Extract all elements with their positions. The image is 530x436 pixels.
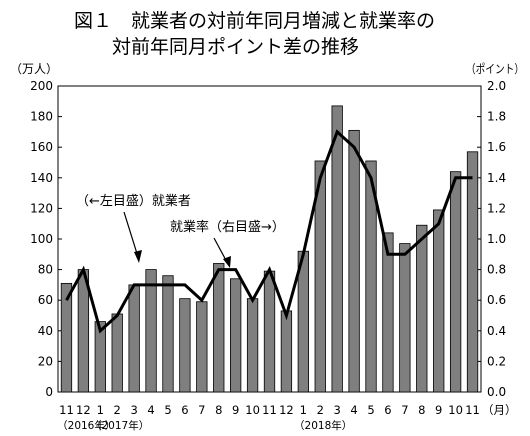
annotation-employed-arrowhead <box>134 250 142 263</box>
bar <box>179 298 191 393</box>
left-tick-label: 100 <box>30 232 53 246</box>
right-axis-unit: （ポイント） <box>466 62 524 76</box>
x-tick-label: 11 <box>262 403 277 417</box>
x-tick-label: 10 <box>245 403 260 417</box>
year-label: （2018年） <box>294 419 352 432</box>
x-tick-label: 6 <box>384 403 391 417</box>
x-tick-label: 5 <box>367 403 374 417</box>
bar-series <box>60 105 479 393</box>
chart-title-line2: 対前年同月ポイント差の推移 <box>112 36 359 58</box>
bar <box>348 129 360 393</box>
annotation-rate: 就業率（右目盛→） <box>170 219 285 235</box>
bar <box>416 224 428 393</box>
bar <box>466 151 479 393</box>
annotation-employed: （←左目盛）就業者 <box>76 193 191 209</box>
bar <box>382 232 394 393</box>
x-tick-label: 1 <box>300 403 307 417</box>
right-tick-label: 2.0 <box>487 79 506 93</box>
right-tick-label: 1.6 <box>487 140 506 154</box>
left-tick-label: 0 <box>45 385 53 399</box>
x-tick-label: 12 <box>76 403 91 417</box>
bar <box>433 209 445 393</box>
left-tick-label: 20 <box>38 354 53 368</box>
bar <box>60 282 73 393</box>
right-tick-label: 1.2 <box>487 201 506 215</box>
right-axis: 0.0 0.2 0.4 0.6 0.8 1.0 1.2 1.4 1.6 1.8 2.0 <box>477 79 506 399</box>
x-tick-label: 4 <box>147 403 154 417</box>
bar <box>94 321 106 393</box>
right-tick-label: 0.8 <box>487 263 506 277</box>
left-tick-label: 200 <box>30 79 53 93</box>
x-tick-label: 7 <box>401 403 408 417</box>
right-tick-label: 1.8 <box>487 110 506 124</box>
left-tick-label: 160 <box>30 140 53 154</box>
bar <box>399 243 411 393</box>
x-tick-label: 2 <box>317 403 324 417</box>
left-axis-unit: （万人） <box>10 62 58 76</box>
bar <box>111 313 123 393</box>
x-tick-label: 11 <box>59 403 74 417</box>
x-axis: 11 12 1 2 3 4 5 6 7 8 9 10 11 12 1 2 3 4 5 6 7 8 9 10 11（2016年）（… <box>57 403 480 432</box>
x-tick-label: 11 <box>465 403 480 417</box>
bar <box>263 270 276 393</box>
x-tick-label: 12 <box>279 403 294 417</box>
x-tick-label: 3 <box>334 403 341 417</box>
bar <box>449 171 462 393</box>
x-tick-label: 2 <box>114 403 121 417</box>
bar <box>365 160 377 393</box>
year-label: （2016年） <box>57 419 115 432</box>
left-tick-label: 120 <box>30 201 53 215</box>
x-tick-label: 1 <box>97 403 104 417</box>
bar <box>314 160 326 393</box>
right-tick-label: 1.4 <box>487 171 506 185</box>
left-tick-label: 40 <box>38 324 53 338</box>
left-tick-label: 60 <box>38 293 53 307</box>
bar <box>280 310 293 393</box>
bar <box>246 298 259 393</box>
x-tick-label: 6 <box>181 403 188 417</box>
bar <box>213 263 225 393</box>
x-tick-label: 10 <box>448 403 463 417</box>
right-tick-label: 0.4 <box>487 324 506 338</box>
right-tick-label: 1.0 <box>487 232 506 246</box>
x-tick-label: 5 <box>164 403 171 417</box>
bar <box>230 278 242 393</box>
line-series <box>65 129 473 334</box>
bar <box>331 105 343 393</box>
right-tick-label: 0.0 <box>487 385 506 399</box>
x-tick-label: 3 <box>130 403 137 417</box>
year-label: （2017年） <box>91 419 149 432</box>
left-axis: 0 20 40 60 80 100 120 140 160 180 200 <box>30 79 62 399</box>
x-tick-label: 8 <box>215 403 222 417</box>
left-tick-label: 80 <box>38 263 53 277</box>
x-tick-label: 9 <box>232 403 239 417</box>
x-tick-label: 9 <box>435 403 442 417</box>
right-tick-label: 0.6 <box>487 293 506 307</box>
right-tick-label: 0.2 <box>487 354 506 368</box>
x-axis-unit: （月） <box>482 403 517 417</box>
annotation-rate-arrowhead <box>223 256 231 268</box>
bar <box>162 275 174 393</box>
x-tick-label: 4 <box>350 403 357 417</box>
x-tick-label: 7 <box>198 403 205 417</box>
left-tick-label: 140 <box>30 171 53 185</box>
chart-title-line1: 図１ 就業者の対前年同月増減と就業率の <box>74 10 435 32</box>
bar <box>128 284 140 393</box>
x-tick-label: 8 <box>418 403 425 417</box>
bar <box>145 269 157 393</box>
left-tick-label: 180 <box>30 110 53 124</box>
bar <box>196 301 208 393</box>
